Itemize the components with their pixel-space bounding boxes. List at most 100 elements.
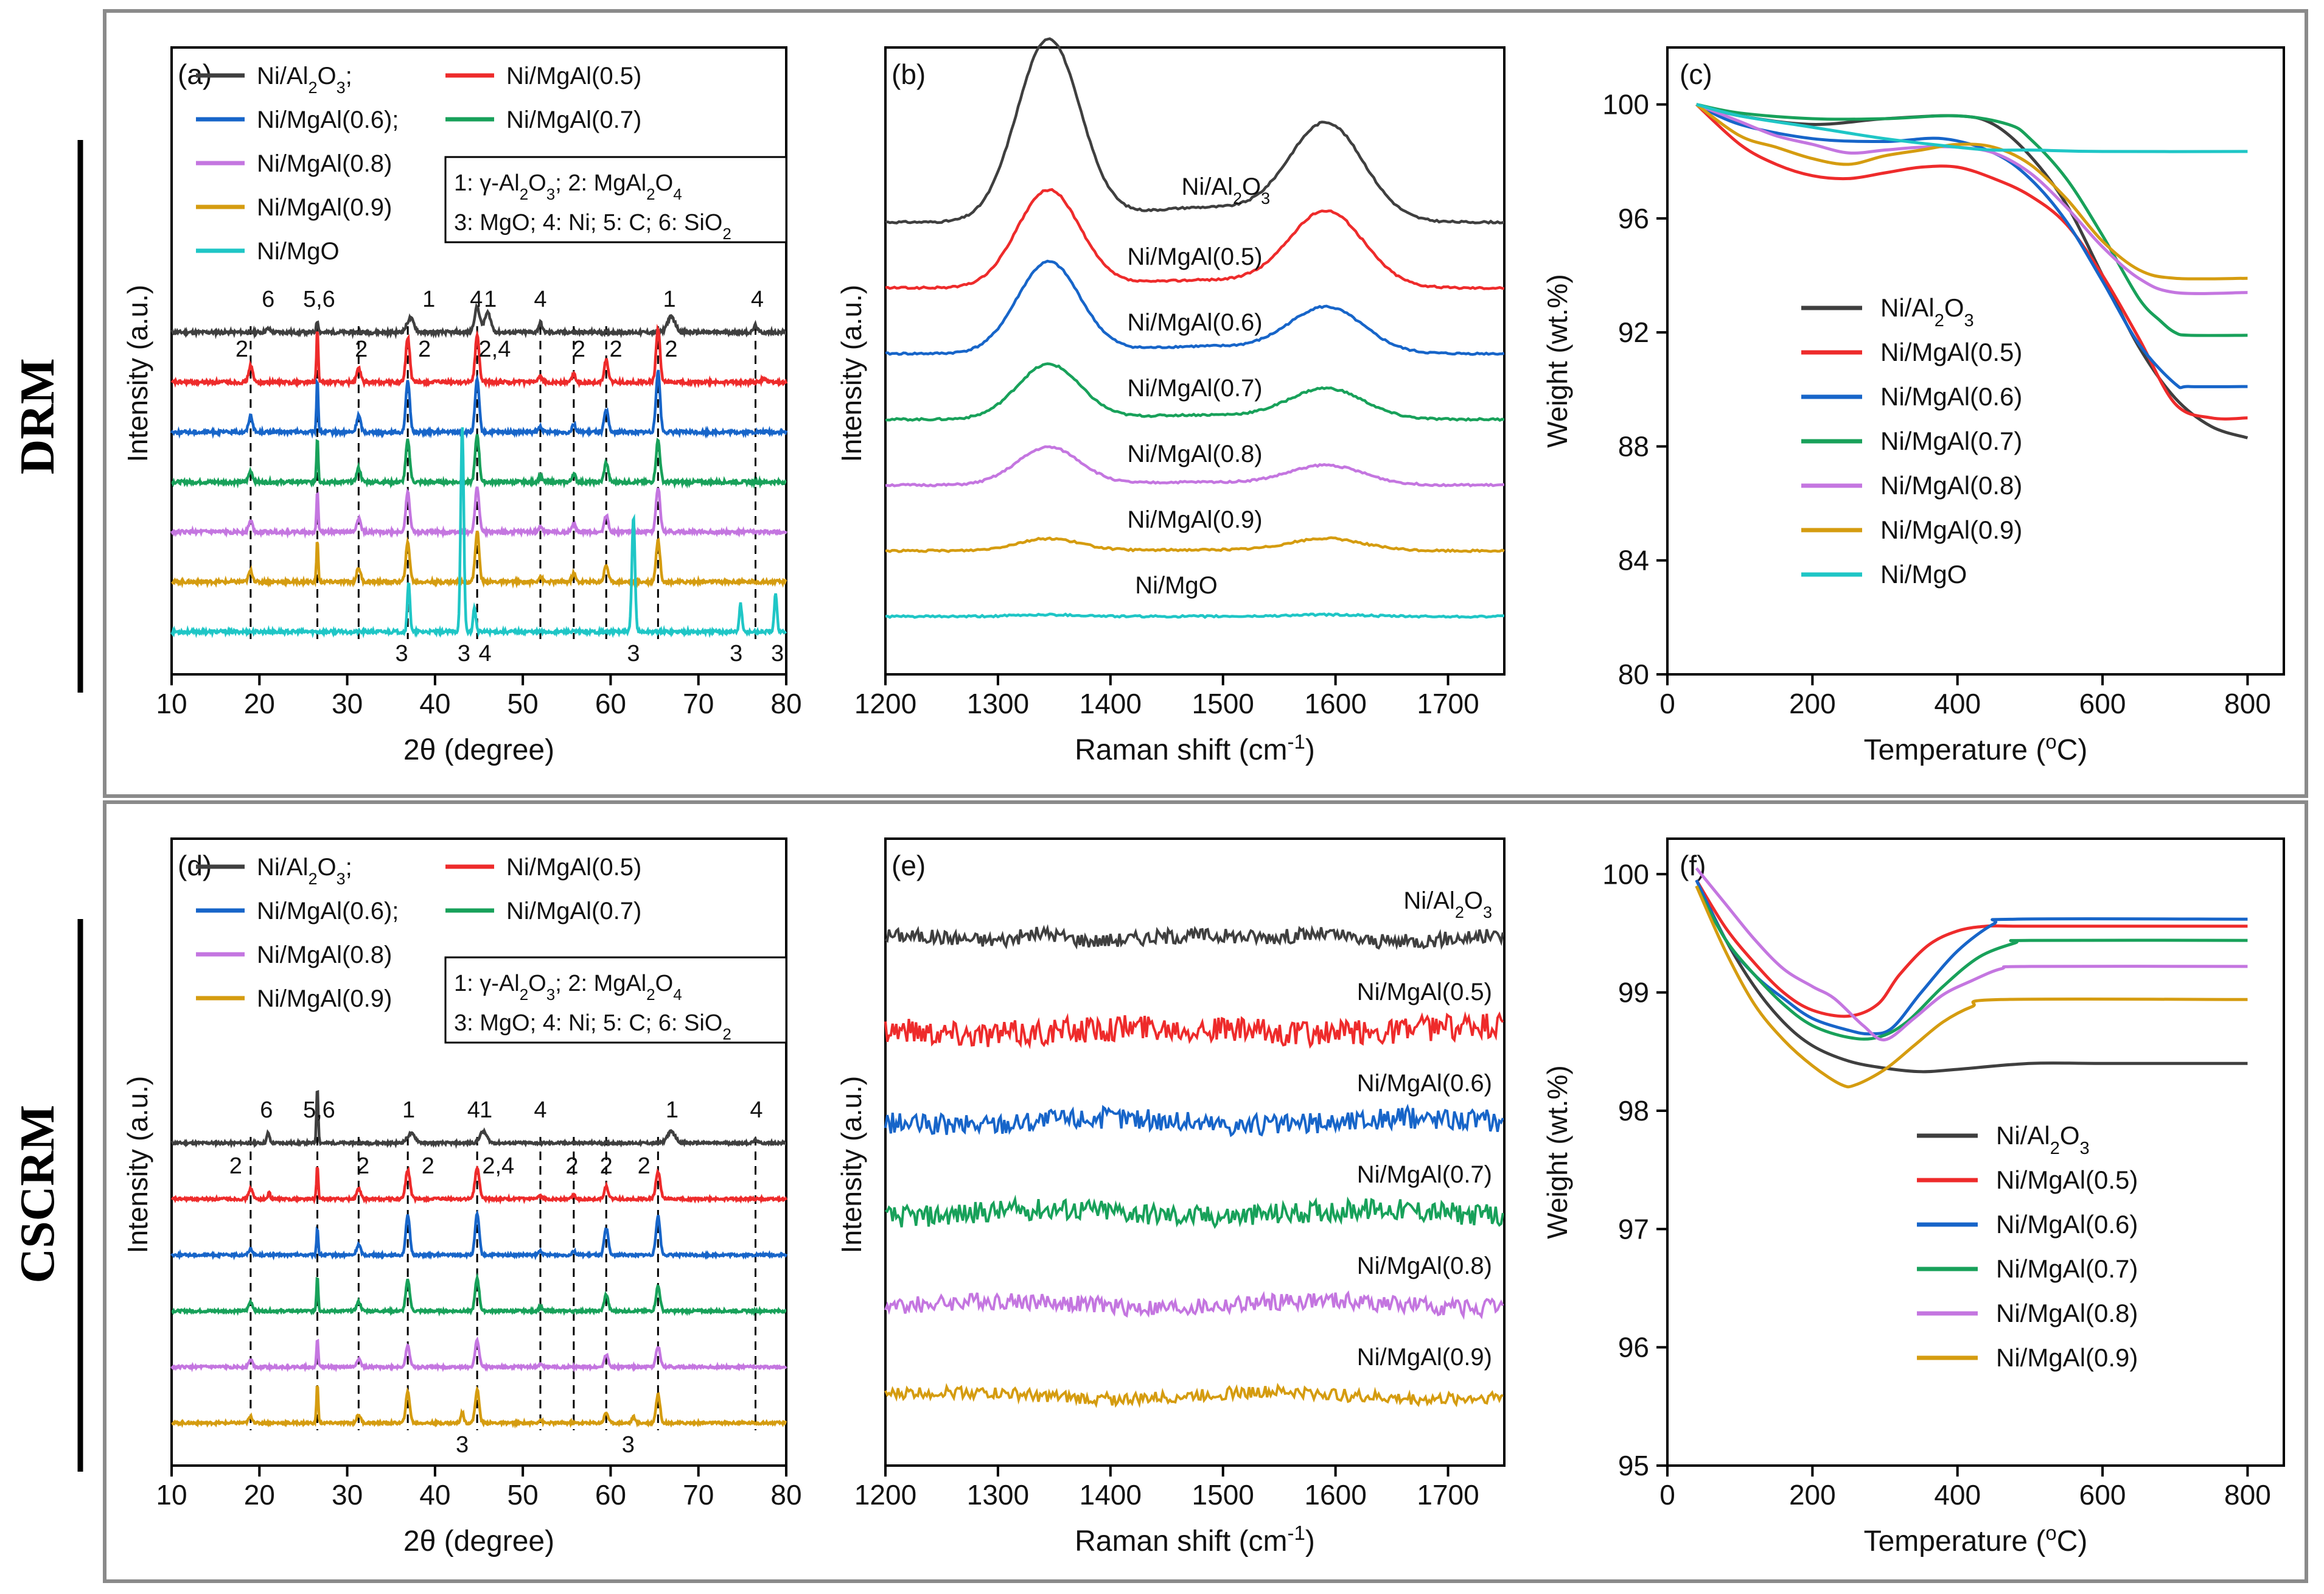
panel-b-series-label: Ni/Al2O3 bbox=[1182, 173, 1271, 208]
panel-d-xtick-label: 30 bbox=[332, 1479, 363, 1511]
panel-e-series-NiMgAl09 bbox=[884, 1382, 1504, 1408]
panel-f-ytick-label: 96 bbox=[1618, 1332, 1649, 1363]
panel-d-phase-line-2: 3: MgO; 4: Ni; 5: C; 6: SiO2 bbox=[454, 1010, 731, 1043]
panel-d-peak-annotation: 2,4 bbox=[482, 1153, 514, 1179]
panel-a-peak-annotation: 3 bbox=[771, 641, 784, 666]
panel-a-peak-annotation: 5,6 bbox=[303, 287, 335, 312]
panel-a-peak-annotation: 6 bbox=[262, 287, 274, 312]
panel-a-peak-annotation: 4 bbox=[534, 287, 546, 312]
panel-d-peak-annotation: 1 bbox=[402, 1097, 415, 1123]
panel-f-series-NiMgAl09 bbox=[1695, 885, 2248, 1089]
panel-c-ylabel: Weight (wt.%) bbox=[1541, 274, 1573, 447]
panel-a-peak-annotation: 3 bbox=[395, 641, 408, 666]
panel-d-series-NiMgAl07 bbox=[171, 1272, 787, 1317]
panel-d-peak-annotation: 1 bbox=[480, 1097, 492, 1123]
panel-a-legend-label: Ni/MgO bbox=[257, 238, 340, 265]
panel-c-xtick-label: 0 bbox=[1659, 688, 1675, 719]
panel-d-peak-annotation: 4 bbox=[750, 1097, 762, 1123]
panel-d-xtick-label: 80 bbox=[770, 1479, 801, 1511]
panel-d-peak-annotation: 2 bbox=[357, 1153, 369, 1179]
panel-a-series-NiMgO bbox=[170, 427, 787, 638]
panel-d-xlabel: 2θ (degree) bbox=[403, 1525, 554, 1557]
panel-a-series-NiMgAl05 bbox=[170, 324, 788, 390]
panel-e-xtick-label: 1500 bbox=[1192, 1479, 1254, 1511]
panel-a-series-NiMgAl09 bbox=[170, 530, 787, 589]
panel-b-xlabel: Raman shift (cm-1) bbox=[1075, 730, 1315, 767]
panel-a-peak-annotation: 3 bbox=[458, 641, 470, 666]
panel-f-series-NiAl2O3 bbox=[1695, 879, 2248, 1074]
panel-e-xtick-label: 1700 bbox=[1417, 1479, 1479, 1511]
panel-a-xtick-label: 60 bbox=[595, 688, 626, 719]
panel-a-xtick-label: 50 bbox=[508, 688, 539, 719]
panel-b-xtick-label: 1400 bbox=[1080, 688, 1142, 719]
panel-a-peak-annotation: 4 bbox=[751, 287, 764, 312]
panel-a-phase-line-2: 3: MgO; 4: Ni; 5: C; 6: SiO2 bbox=[454, 210, 731, 243]
panel-f-ytick-label: 99 bbox=[1618, 977, 1649, 1008]
panel-c-frame bbox=[1666, 46, 2285, 676]
panel-a-peak-annotation: 2 bbox=[573, 337, 585, 362]
panel-d-phase-box bbox=[444, 956, 787, 1044]
panel-d-frame bbox=[170, 837, 787, 1467]
panel-d-xtick-label: 70 bbox=[683, 1479, 714, 1511]
panel-d-xtick-label: 20 bbox=[244, 1479, 275, 1511]
panel-c-legend-label: Ni/MgAl(0.8) bbox=[1880, 471, 2022, 500]
panel-d-peak-annotation: 3 bbox=[622, 1432, 635, 1458]
panel-c-xtick-label: 800 bbox=[2224, 688, 2271, 719]
panel-a-peak-annotation: 2 bbox=[665, 337, 677, 362]
panel-e-tag: (e) bbox=[892, 850, 926, 881]
panel-a-peak-annotation: 3 bbox=[730, 641, 742, 666]
panel-a-legend-label: Ni/MgAl(0.9) bbox=[257, 194, 392, 221]
panel-e-series-NiAl2O3 bbox=[884, 924, 1504, 951]
panel-c-ytick-label: 84 bbox=[1618, 545, 1649, 576]
panel-c: (c) 0 200 400 600 800 80 84 88 92 96 100 Temperature… bbox=[1541, 46, 2285, 766]
panel-d-legend-label: Ni/MgAl(0.7) bbox=[506, 898, 641, 925]
panel-b-series-label: Ni/MgO bbox=[1135, 572, 1218, 599]
panel-e-series-label: Ni/MgAl(0.9) bbox=[1357, 1344, 1492, 1371]
panel-a-series-NiMgAl07 bbox=[171, 434, 787, 489]
panel-e-xtick-label: 1300 bbox=[967, 1479, 1029, 1511]
panel-c-ytick-label: 92 bbox=[1618, 316, 1649, 348]
panel-c-ytick-label: 96 bbox=[1618, 203, 1649, 234]
panel-b-xtick-label: 1300 bbox=[967, 688, 1029, 719]
panel-e-series-label: Ni/MgAl(0.7) bbox=[1357, 1161, 1492, 1188]
panel-c-tag: (c) bbox=[1680, 58, 1712, 90]
panel-c-series-NiAl2O3 bbox=[1696, 103, 2249, 439]
panel-e-series-label: Ni/MgAl(0.8) bbox=[1357, 1253, 1492, 1279]
panel-a: (a)6 5,6 1 4 1 4 1 42 2 2 2,4 2 2 23 3 4 3 3 310 20 30 40 50 60… bbox=[122, 46, 802, 766]
panel-f-legend-label: Ni/MgAl(0.6) bbox=[1996, 1210, 2138, 1239]
panel-d-peak-annotation: 6 bbox=[260, 1097, 273, 1123]
panel-e-series-NiMgAl07 bbox=[884, 1194, 1504, 1229]
panel-d-ylabel: Intensity (a.u.) bbox=[122, 1076, 153, 1253]
panel-f-xtick-label: 400 bbox=[1934, 1479, 1981, 1511]
panel-d-legend-label: Ni/MgAl(0.9) bbox=[257, 985, 392, 1012]
panel-a-legend-label: Ni/MgAl(0.5) bbox=[506, 63, 641, 89]
panel-f: (f)0 200 400 600 8009596979899100Temperature… bbox=[1541, 837, 2285, 1558]
panel-c-series-NiMgAl06 bbox=[1695, 103, 2248, 390]
panel-b-series-label: Ni/MgAl(0.5) bbox=[1127, 243, 1262, 270]
panel-a-ylabel: Intensity (a.u.) bbox=[122, 285, 153, 462]
panel-b-series-NiAl2O3 bbox=[885, 37, 1505, 225]
panel-f-xlabel: Temperature (oC) bbox=[1864, 1522, 2088, 1558]
panel-b-xtick-label: 1700 bbox=[1417, 688, 1479, 719]
panel-a-xtick-label: 40 bbox=[419, 688, 450, 719]
panel-a-legend-label: Ni/MgAl(0.6); bbox=[257, 107, 399, 133]
panel-f-legend-label: Ni/Al2O3 bbox=[1996, 1121, 2090, 1158]
panel-a-xtick-label: 10 bbox=[156, 688, 187, 719]
panel-a-series-NiMgAl06 bbox=[170, 369, 788, 439]
panel-a-peak-annotation: 4 bbox=[470, 287, 483, 312]
panel-e: (e) Ni/Al2O3 Ni/MgAl(0.5) Ni/MgAl(0.6) Ni/Mg… bbox=[836, 837, 1506, 1557]
panel-c-legend-label: Ni/MgAl(0.9) bbox=[1880, 516, 2022, 544]
panel-f-ytick-label: 95 bbox=[1618, 1450, 1649, 1481]
panel-a-series-NiAl2O3 bbox=[170, 302, 787, 340]
panel-b-series-label: Ni/MgAl(0.8) bbox=[1127, 441, 1262, 467]
panel-e-series-NiMgAl08 bbox=[884, 1290, 1504, 1320]
panel-f-legend-label: Ni/MgAl(0.7) bbox=[1996, 1254, 2138, 1283]
panel-d-peak-annotation: 3 bbox=[456, 1432, 469, 1458]
panel-a-xtick-label: 20 bbox=[244, 688, 275, 719]
panel-a-peak-annotation: 2 bbox=[236, 337, 248, 362]
panel-a-xtick-label: 80 bbox=[770, 688, 801, 719]
panel-f-series-NiMgAl05 bbox=[1695, 879, 2248, 1018]
panel-a-xlabel: 2θ (degree) bbox=[403, 734, 554, 766]
panel-a-frame bbox=[170, 46, 787, 676]
